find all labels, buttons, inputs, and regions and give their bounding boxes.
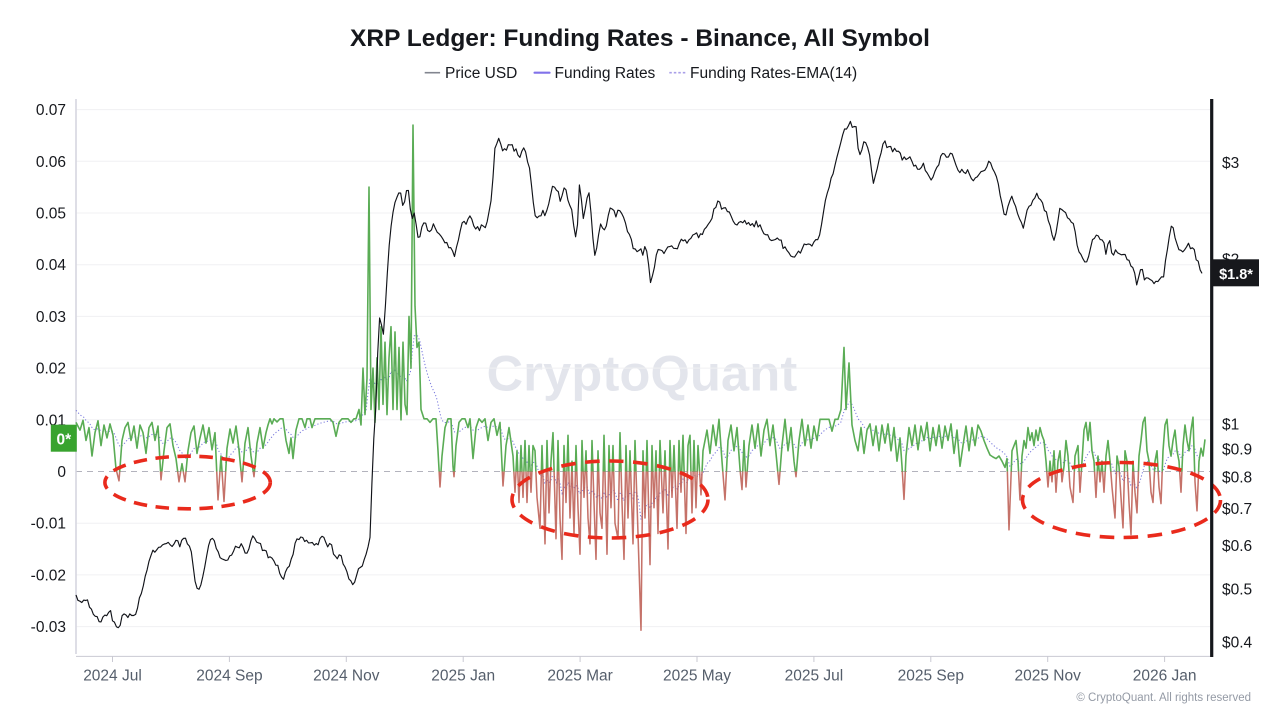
svg-text:-0.02: -0.02 <box>31 567 66 584</box>
svg-text:2025 Jul: 2025 Jul <box>785 668 844 685</box>
svg-text:2025 May: 2025 May <box>663 668 731 685</box>
svg-text:0.04: 0.04 <box>36 257 67 274</box>
svg-text:2026 Jan: 2026 Jan <box>1133 668 1197 685</box>
svg-text:2025 Mar: 2025 Mar <box>547 668 612 685</box>
svg-text:2024 Sep: 2024 Sep <box>196 668 262 685</box>
svg-text:0.05: 0.05 <box>36 206 66 223</box>
svg-text:0.03: 0.03 <box>36 309 66 326</box>
svg-text:XRP Ledger: Funding Rates - Bi: XRP Ledger: Funding Rates - Binance, All… <box>350 25 930 52</box>
svg-text:2024 Nov: 2024 Nov <box>313 668 380 685</box>
svg-text:0*: 0* <box>56 432 72 449</box>
svg-text:0.07: 0.07 <box>36 102 66 119</box>
svg-text:$1: $1 <box>1222 416 1239 433</box>
svg-text:Price USD: Price USD <box>445 65 517 82</box>
svg-text:$3: $3 <box>1222 155 1239 172</box>
svg-text:$1.8*: $1.8* <box>1219 267 1253 283</box>
svg-text:2025 Jan: 2025 Jan <box>431 668 495 685</box>
svg-text:2025 Sep: 2025 Sep <box>898 668 964 685</box>
svg-text:0.06: 0.06 <box>36 154 66 171</box>
svg-text:-0.03: -0.03 <box>31 619 66 636</box>
svg-text:2025 Nov: 2025 Nov <box>1015 668 1082 685</box>
svg-text:© CryptoQuant. All rights rese: © CryptoQuant. All rights reserved <box>1076 692 1251 704</box>
svg-text:$0.8: $0.8 <box>1222 469 1252 486</box>
svg-text:-0.01: -0.01 <box>31 516 66 533</box>
svg-text:$0.5: $0.5 <box>1222 581 1252 598</box>
svg-text:2024 Jul: 2024 Jul <box>83 668 142 685</box>
svg-text:$0.9: $0.9 <box>1222 441 1252 458</box>
svg-text:CryptoQuant: CryptoQuant <box>487 345 798 402</box>
svg-text:$0.4: $0.4 <box>1222 634 1253 651</box>
svg-text:Funding Rates: Funding Rates <box>555 65 656 82</box>
svg-text:$0.7: $0.7 <box>1222 501 1252 518</box>
svg-text:0.02: 0.02 <box>36 361 66 378</box>
svg-text:$0.6: $0.6 <box>1222 538 1252 555</box>
svg-text:Funding Rates-EMA(14): Funding Rates-EMA(14) <box>690 65 857 82</box>
svg-text:0: 0 <box>57 464 66 481</box>
